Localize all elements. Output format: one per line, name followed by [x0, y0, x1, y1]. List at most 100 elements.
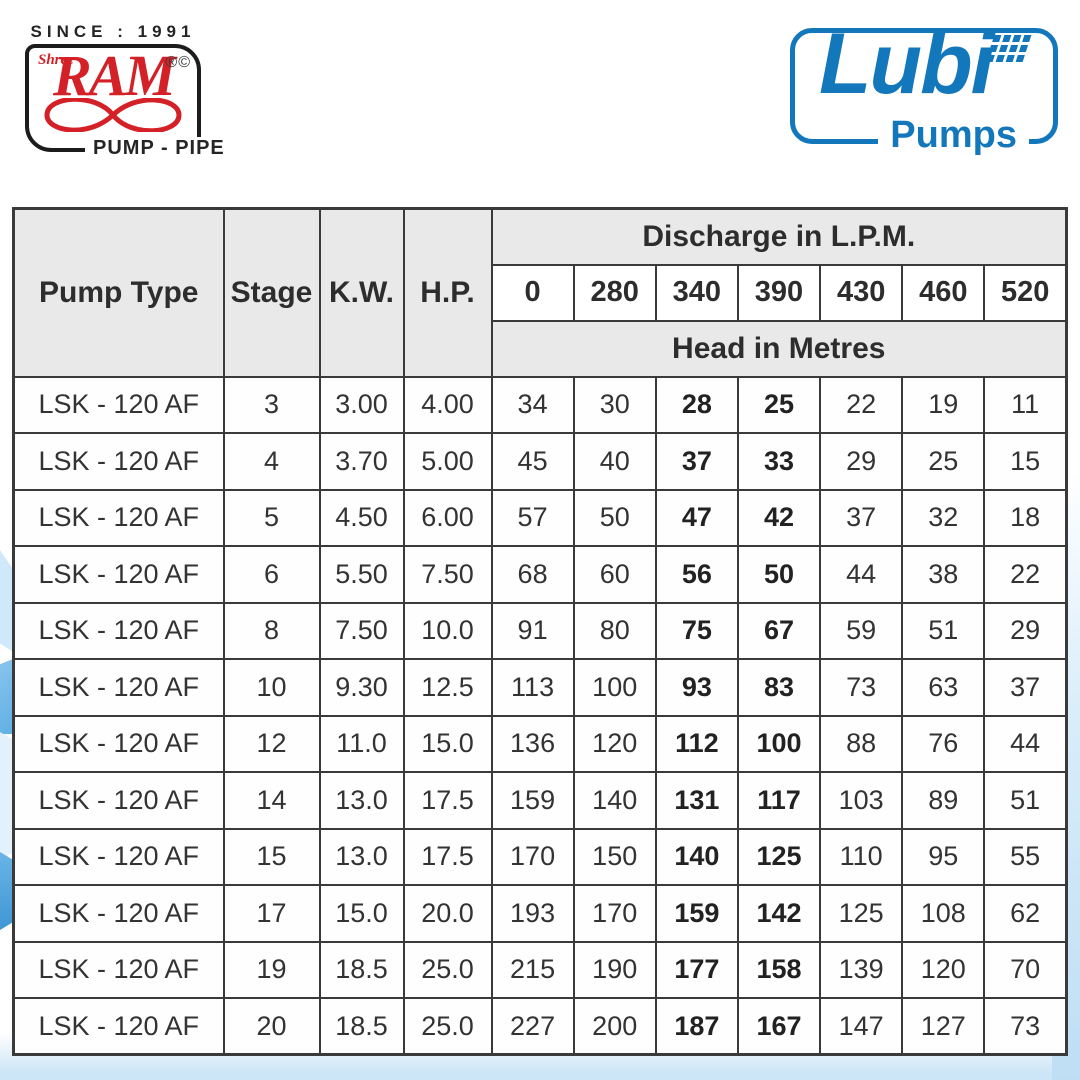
kw-cell: 3.00 [318, 375, 405, 434]
head-value-cell: 177 [654, 940, 739, 999]
head-value-cell: 131 [654, 771, 739, 830]
pump-type-cell: LSK - 120 AF [12, 488, 225, 547]
stage-cell: 17 [222, 884, 321, 943]
infinity-swirl-icon [44, 98, 182, 132]
head-value-cell: 70 [983, 940, 1068, 999]
pump-type-cell: LSK - 120 AF [12, 658, 225, 717]
head-value-cell: 56 [654, 545, 739, 604]
table-row: LSK - 120 AF 10 9.30 12.5 113 100 93 83 73 63 37 [12, 658, 1068, 717]
lubi-grid-icon [985, 35, 1032, 62]
head-value-cell: 140 [572, 771, 657, 830]
head-value-cell: 100 [572, 658, 657, 717]
head-value-cell: 33 [736, 432, 822, 491]
head-value-cell: 117 [736, 771, 822, 830]
head-value-cell: 190 [572, 940, 657, 999]
kw-cell: 4.50 [318, 488, 405, 547]
hp-cell: 5.00 [402, 432, 493, 491]
hp-cell: 12.5 [402, 658, 493, 717]
ram-wordmark: RAM [53, 43, 176, 108]
stage-cell: 5 [222, 488, 321, 547]
head-value-cell: 45 [490, 432, 575, 491]
kw-cell: 7.50 [318, 601, 405, 660]
col-header-kw: K.W. [318, 207, 405, 378]
hp-cell: 7.50 [402, 545, 493, 604]
head-value-cell: 170 [490, 827, 575, 886]
discharge-value-390: 390 [736, 263, 822, 322]
head-value-cell: 28 [654, 375, 739, 434]
pump-type-cell: LSK - 120 AF [12, 432, 225, 491]
head-value-cell: 112 [654, 714, 739, 773]
table-row: LSK - 120 AF 5 4.50 6.00 57 50 47 42 37 32 18 [12, 488, 1068, 547]
stage-cell: 4 [222, 432, 321, 491]
head-value-cell: 29 [819, 432, 904, 491]
stage-cell: 15 [222, 827, 321, 886]
head-value-cell: 88 [819, 714, 904, 773]
head-value-cell: 139 [819, 940, 904, 999]
col-header-pump-type: Pump Type [12, 207, 225, 378]
stage-cell: 14 [222, 771, 321, 830]
table-row: LSK - 120 AF 14 13.0 17.5 159 140 131 117 103 89 5… [12, 771, 1068, 830]
head-value-cell: 55 [983, 827, 1068, 886]
head-value-cell: 73 [819, 658, 904, 717]
head-value-cell: 22 [983, 545, 1068, 604]
head-value-cell: 159 [654, 884, 739, 943]
head-value-cell: 150 [572, 827, 657, 886]
hp-cell: 25.0 [402, 997, 493, 1056]
head-value-cell: 25 [736, 375, 822, 434]
shree-text: Shree [38, 52, 74, 68]
head-value-cell: 34 [490, 375, 575, 434]
head-value-cell: 93 [654, 658, 739, 717]
head-value-cell: 136 [490, 714, 575, 773]
discharge-value-460: 460 [901, 263, 986, 322]
head-value-cell: 30 [572, 375, 657, 434]
head-value-cell: 187 [654, 997, 739, 1056]
stage-cell: 6 [222, 545, 321, 604]
table-row: LSK - 120 AF 17 15.0 20.0 193 170 159 142 125 108… [12, 884, 1068, 943]
head-value-cell: 68 [490, 545, 575, 604]
head-value-cell: 125 [736, 827, 822, 886]
head-value-cell: 19 [901, 375, 986, 434]
head-value-cell: 100 [736, 714, 822, 773]
pump-type-cell: LSK - 120 AF [12, 997, 225, 1056]
pump-type-cell: LSK - 120 AF [12, 884, 225, 943]
discharge-title: Discharge in L.P.M. [490, 207, 1068, 266]
header-row-3: Head in Metres [14, 319, 1068, 378]
kw-cell: 5.50 [318, 545, 405, 604]
table-row: LSK - 120 AF 4 3.70 5.00 45 40 37 33 29 25 15 [12, 432, 1068, 491]
head-value-cell: 80 [572, 601, 657, 660]
head-value-cell: 15 [983, 432, 1068, 491]
ram-logo-frame: Shree RAM ®© PUMP - PIPE [25, 43, 233, 160]
head-value-cell: 42 [736, 488, 822, 547]
head-value-cell: 44 [983, 714, 1068, 773]
head-value-cell: 167 [736, 997, 822, 1056]
head-value-cell: 40 [572, 432, 657, 491]
head-value-cell: 142 [736, 884, 822, 943]
pump-spec-table: Pump Type Stage K.W. H.P. Discharge in L… [12, 207, 1068, 1056]
head-value-cell: 38 [901, 545, 986, 604]
head-value-cell: 60 [572, 545, 657, 604]
head-value-cell: 57 [490, 488, 575, 547]
head-value-cell: 32 [901, 488, 986, 547]
discharge-value-520: 520 [983, 263, 1068, 322]
head-value-cell: 200 [572, 997, 657, 1056]
head-value-cell: 108 [901, 884, 986, 943]
col-header-stage: Stage [222, 207, 321, 378]
head-value-cell: 147 [819, 997, 904, 1056]
head-value-cell: 103 [819, 771, 904, 830]
hp-cell: 15.0 [402, 714, 493, 773]
shree-ram-logo: SINCE : 1991 Shree RAM ®© PUMP - PIPE [25, 22, 233, 172]
head-value-cell: 67 [736, 601, 822, 660]
hp-cell: 20.0 [402, 884, 493, 943]
head-value-cell: 120 [572, 714, 657, 773]
head-value-cell: 113 [490, 658, 575, 717]
kw-cell: 15.0 [318, 884, 405, 943]
head-value-cell: 62 [983, 884, 1068, 943]
head-value-cell: 110 [819, 827, 904, 886]
table-row: LSK - 120 AF 8 7.50 10.0 91 80 75 67 59 51 29 [12, 601, 1068, 660]
kw-cell: 18.5 [318, 940, 405, 999]
pump-type-cell: LSK - 120 AF [12, 771, 225, 830]
head-value-cell: 193 [490, 884, 575, 943]
head-in-metres-title: Head in Metres [490, 319, 1068, 378]
hp-cell: 4.00 [402, 375, 493, 434]
head-value-cell: 47 [654, 488, 739, 547]
